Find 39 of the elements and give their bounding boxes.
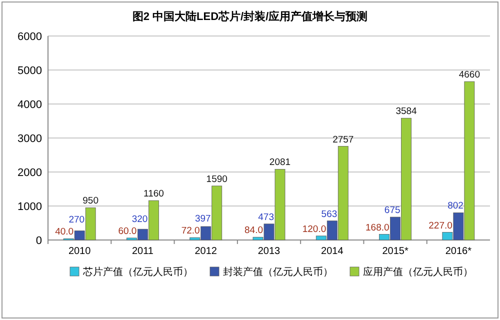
data-label: 60.0 [118, 226, 137, 237]
data-label: 563 [321, 208, 338, 220]
x-tick-label: 2014 [321, 246, 344, 257]
data-label: 2757 [332, 134, 354, 146]
data-label: 675 [384, 205, 400, 216]
data-label: 3584 [396, 106, 417, 118]
x-tick-label: 2012 [194, 246, 218, 257]
data-label: 72.0 [181, 226, 200, 237]
y-tick-label: 3000 [18, 133, 42, 145]
data-label: 227.0 [428, 220, 452, 232]
legend-label: 封装产值（亿元人民币） [223, 266, 333, 278]
data-label: 168.0 [366, 222, 390, 234]
x-tick-label: 2016* [445, 246, 472, 257]
x-tick-label: 2011 [132, 246, 154, 257]
data-label: 40.0 [55, 226, 74, 238]
y-tick-label: 4000 [18, 99, 42, 111]
y-tick-label: 0 [36, 235, 42, 247]
data-label: 473 [258, 212, 274, 223]
x-tick-label: 2010 [68, 246, 92, 257]
data-label: 950 [82, 196, 98, 207]
data-label: 802 [448, 200, 464, 212]
data-label: 4660 [458, 70, 480, 81]
y-tick-label: 1000 [18, 201, 42, 213]
data-label: 1160 [143, 188, 164, 200]
data-label: 120.0 [302, 224, 326, 235]
data-label: 2081 [269, 157, 291, 168]
x-tick-label: 2015* [382, 246, 408, 257]
data-label: 1590 [206, 174, 228, 185]
data-label: 84.0 [244, 225, 263, 236]
legend-label: 芯片产值（亿元人民币） [82, 266, 193, 278]
y-tick-label: 2000 [18, 167, 42, 179]
x-tick-label: 2013 [258, 246, 281, 257]
data-label: 397 [195, 214, 211, 225]
data-label: 320 [132, 214, 148, 225]
y-tick-label: 6000 [18, 31, 42, 43]
chart-title: 图2 中国大陆LED芯片/封装/应用产值增长与预测 [132, 10, 368, 23]
data-label: 270 [68, 214, 85, 226]
legend-label: 应用产值（亿元人民币） [363, 266, 473, 278]
y-tick-label: 5000 [18, 65, 42, 77]
